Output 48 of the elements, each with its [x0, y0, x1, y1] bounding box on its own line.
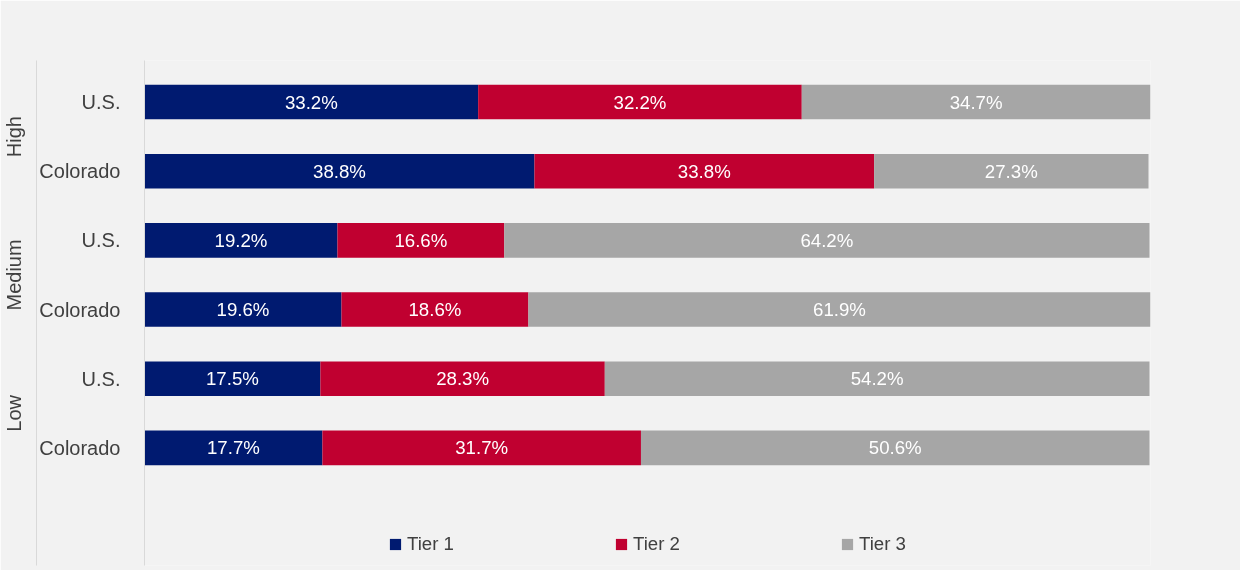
bar — [144, 153, 535, 189]
data-label: 16.6% — [394, 229, 448, 251]
bar — [337, 223, 505, 258]
bar — [874, 153, 1149, 189]
data-label: 38.8% — [313, 160, 366, 182]
y-tick-label: Colorado — [39, 160, 121, 183]
bar — [341, 292, 529, 327]
bar — [144, 430, 323, 466]
data-label: 32.2% — [613, 91, 667, 113]
bar — [144, 223, 338, 258]
data-label: 27.3% — [984, 160, 1038, 182]
legend-label: Tier 2 — [633, 533, 680, 555]
data-label: 31.7% — [455, 437, 509, 459]
legend-label: Tier 3 — [859, 533, 906, 555]
bar — [144, 361, 321, 397]
bar — [534, 153, 875, 189]
data-label: 54.2% — [850, 368, 904, 390]
bar — [640, 430, 1150, 466]
bar — [604, 361, 1150, 397]
bar — [320, 361, 605, 397]
bar — [504, 223, 1150, 258]
data-label: 64.2% — [800, 229, 854, 251]
y-tick-label: U.S. — [81, 91, 121, 114]
text: Medium — [3, 239, 26, 311]
y-tick-label: Colorado — [39, 436, 121, 459]
bar — [322, 430, 641, 466]
data-label: 33.2% — [284, 91, 338, 113]
bar — [528, 292, 1151, 327]
y-tick-label: U.S. — [81, 367, 121, 390]
legend-label: Tier 1 — [407, 533, 454, 555]
data-label: 33.8% — [677, 160, 731, 182]
data-label: 17.5% — [205, 368, 259, 390]
bar — [144, 84, 479, 120]
data-label: 17.7% — [206, 437, 260, 459]
y-tick-label: U.S. — [81, 229, 121, 252]
y-tick-label: Colorado — [39, 298, 121, 321]
data-label: 19.6% — [216, 299, 270, 321]
bar — [801, 84, 1151, 120]
text: High — [3, 116, 26, 158]
bar — [478, 84, 802, 120]
text: Low — [3, 394, 26, 432]
data-label: 19.2% — [214, 229, 268, 251]
data-label: 34.7% — [949, 91, 1003, 113]
data-label: 28.3% — [436, 368, 490, 390]
data-label: 18.6% — [408, 299, 462, 321]
data-label: 50.6% — [868, 437, 922, 459]
data-label: 61.9% — [813, 299, 866, 321]
bar — [144, 292, 342, 327]
